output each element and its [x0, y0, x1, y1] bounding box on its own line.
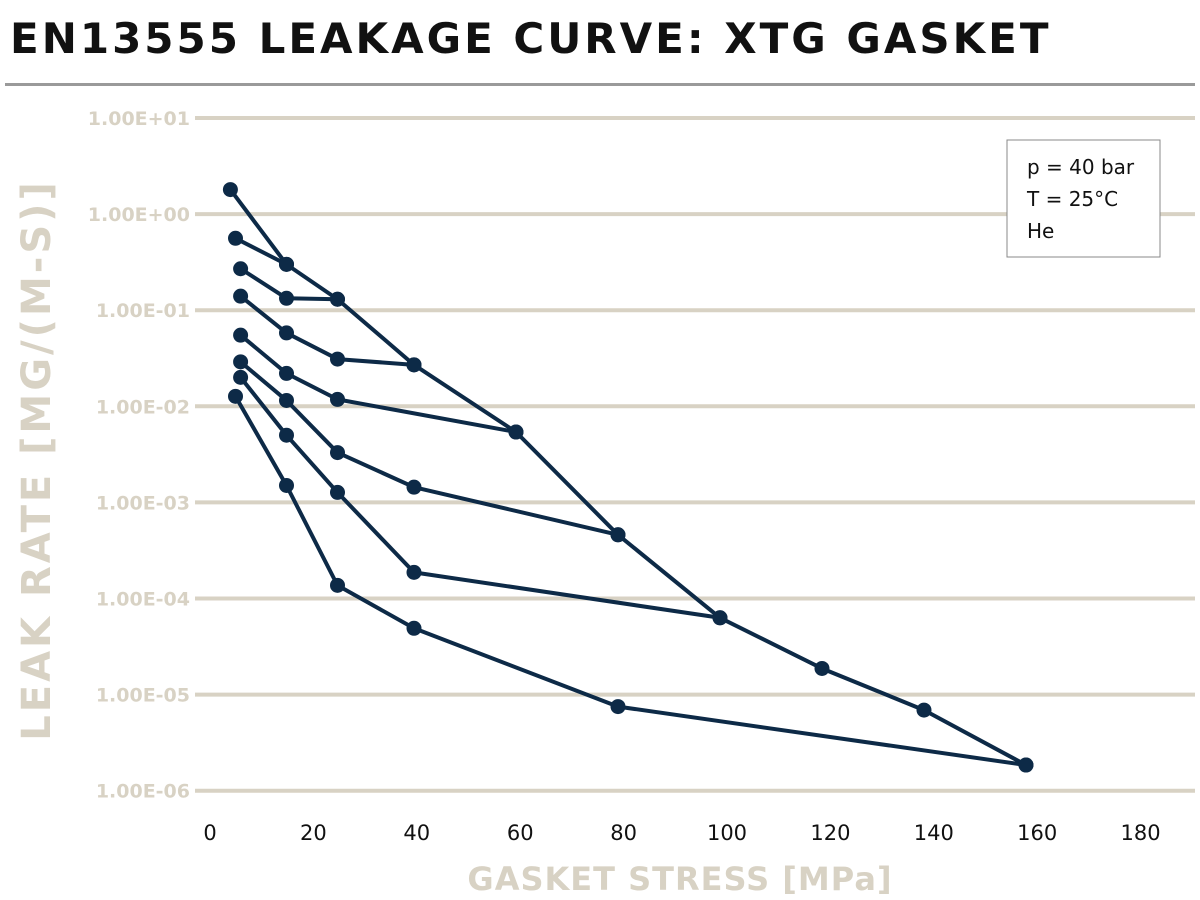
x-tick-label: 140 [914, 821, 954, 845]
y-tick-label: 1.00E-05 [96, 685, 190, 707]
series-line-unloading-20 [234, 236, 288, 267]
legend-gas: He [1027, 219, 1054, 243]
data-point-unloading-20 [228, 230, 243, 246]
data-point-unloading-60 [279, 365, 294, 381]
data-point-unloading-160 [330, 577, 345, 593]
y-tick-label: 1.00E-01 [96, 300, 190, 322]
series-line-unloading-100 [239, 376, 721, 620]
data-point-unloading-80 [610, 527, 626, 543]
data-point-unloading-100 [712, 610, 728, 626]
x-tick-label: 80 [610, 821, 637, 845]
data-point-unloading-60 [233, 327, 249, 343]
data-point-loading [916, 702, 932, 718]
legend-pressure: p = 40 bar [1027, 155, 1135, 179]
y-tick-label: 1.00E-06 [96, 781, 190, 803]
x-tick-label: 120 [810, 821, 850, 845]
data-point-unloading-60 [508, 424, 524, 440]
data-point-unloading-160 [228, 388, 243, 404]
x-tick-label: 40 [403, 821, 430, 845]
data-point-unloading-40 [279, 325, 294, 341]
data-point-unloading-160 [1018, 757, 1034, 773]
legend-box: p = 40 bar T = 25°C He [1006, 139, 1161, 258]
y-tick-label: 1.00E+01 [88, 108, 190, 130]
data-point-unloading-20 [279, 256, 294, 272]
y-axis-label: LEAK RATE [MG/(M-S)] [14, 179, 60, 740]
x-tick-label: 60 [507, 821, 534, 845]
data-point-unloading-30 [279, 290, 294, 306]
y-tick-label: 1.00E+00 [88, 204, 190, 226]
data-point-unloading-80 [233, 354, 249, 370]
data-point-loading [814, 660, 830, 676]
x-tick-label: 0 [203, 821, 216, 845]
title-divider [5, 83, 1195, 86]
data-point-unloading-40 [330, 351, 345, 367]
series-line-unloading-60 [239, 333, 517, 434]
series-line-loading [228, 188, 1027, 767]
data-point-unloading-160 [406, 620, 422, 636]
data-point-unloading-80 [279, 392, 294, 408]
data-point-unloading-100 [279, 427, 294, 443]
data-point-unloading-40 [406, 357, 422, 373]
data-point-unloading-160 [610, 699, 626, 715]
data-point-unloading-100 [406, 564, 422, 580]
data-point-unloading-100 [330, 484, 345, 500]
chart-title: EN13555 LEAKAGE CURVE: XTG GASKET [10, 14, 1052, 63]
series-line-unloading-160 [233, 395, 1027, 768]
data-point-unloading-100 [233, 369, 249, 385]
y-tick-label: 1.00E-02 [96, 396, 190, 418]
data-point-unloading-30 [233, 261, 249, 277]
x-axis-label: GASKET STRESS [MPa] [467, 860, 892, 898]
data-point-unloading-160 [279, 477, 294, 493]
data-point-unloading-40 [233, 288, 249, 304]
y-tick-label: 1.00E-04 [96, 589, 190, 611]
data-point-loading [222, 182, 238, 198]
x-tick-label: 100 [707, 821, 747, 845]
data-point-unloading-60 [330, 391, 345, 407]
y-tick-label: 1.00E-03 [96, 492, 190, 514]
data-point-unloading-30 [330, 291, 345, 307]
data-point-unloading-80 [330, 445, 345, 461]
legend-temperature: T = 25°C [1026, 187, 1118, 211]
data-point-unloading-80 [406, 479, 422, 495]
series-line-unloading-40 [239, 294, 415, 367]
x-tick-label: 180 [1121, 821, 1161, 845]
x-tick-label: 160 [1017, 821, 1057, 845]
x-tick-label: 20 [300, 821, 327, 845]
